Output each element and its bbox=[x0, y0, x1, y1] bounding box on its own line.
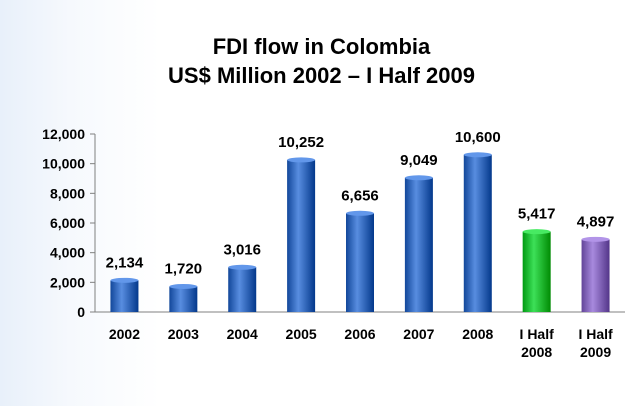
chart-subtitle: US$ Million 2002 – I Half 2009 bbox=[168, 63, 475, 88]
x-tick-label: 2003 bbox=[168, 326, 199, 342]
data-label: 6,656 bbox=[341, 187, 379, 204]
bar-top bbox=[463, 152, 492, 158]
x-tick-label: 2004 bbox=[227, 326, 258, 342]
data-label: 3,016 bbox=[223, 241, 261, 258]
x-tick-label: 2002 bbox=[109, 326, 140, 342]
bar bbox=[463, 154, 492, 312]
y-tick-label: 6,000 bbox=[50, 215, 85, 231]
data-label: 1,720 bbox=[165, 260, 203, 277]
bar-top bbox=[169, 283, 198, 289]
x-tick-label: 2008 bbox=[521, 344, 552, 360]
bar bbox=[346, 213, 374, 312]
x-tick-label: I Half bbox=[578, 326, 613, 342]
x-tick-label: 2007 bbox=[403, 326, 434, 342]
x-tick-label: 2009 bbox=[580, 344, 611, 360]
bar bbox=[110, 280, 139, 312]
chart-bars bbox=[110, 152, 610, 312]
data-label: 10,600 bbox=[455, 129, 501, 146]
data-label: 4,897 bbox=[577, 213, 615, 230]
bar bbox=[404, 177, 433, 312]
y-tick-label: 4,000 bbox=[50, 245, 85, 261]
bar bbox=[522, 231, 551, 312]
chart-title: FDI flow in Colombia bbox=[212, 34, 431, 59]
x-tick-label: 2006 bbox=[344, 326, 375, 342]
bar-top bbox=[228, 264, 257, 270]
chart-title-block: FDI flow in Colombia US$ Million 2002 – … bbox=[0, 32, 643, 90]
bar-top bbox=[404, 175, 433, 181]
bar-top bbox=[346, 210, 374, 216]
x-tick-label: 2008 bbox=[462, 326, 493, 342]
x-tick-label: 2005 bbox=[286, 326, 317, 342]
bar bbox=[581, 239, 610, 312]
y-tick-label: 10,000 bbox=[42, 156, 85, 172]
data-label: 5,417 bbox=[518, 206, 556, 223]
bar-top bbox=[110, 277, 139, 283]
bar-top bbox=[287, 157, 316, 163]
y-tick-label: 2,000 bbox=[50, 274, 85, 290]
x-tick-label: I Half bbox=[520, 326, 555, 342]
data-label: 2,134 bbox=[106, 254, 144, 271]
bar bbox=[228, 267, 257, 312]
bar bbox=[287, 159, 316, 312]
bar bbox=[169, 286, 198, 312]
y-tick-label: 12,000 bbox=[42, 126, 85, 142]
y-tick-label: 0 bbox=[77, 304, 85, 320]
y-tick-label: 8,000 bbox=[50, 185, 85, 201]
bar-top bbox=[522, 229, 551, 235]
bar-top bbox=[581, 236, 610, 242]
data-label: 10,252 bbox=[278, 134, 324, 151]
chart-data-labels: 2,134 2002 1,720 2003 3,016 2004 10,252 2005 6,6… bbox=[106, 129, 615, 360]
data-label: 9,049 bbox=[400, 152, 438, 169]
